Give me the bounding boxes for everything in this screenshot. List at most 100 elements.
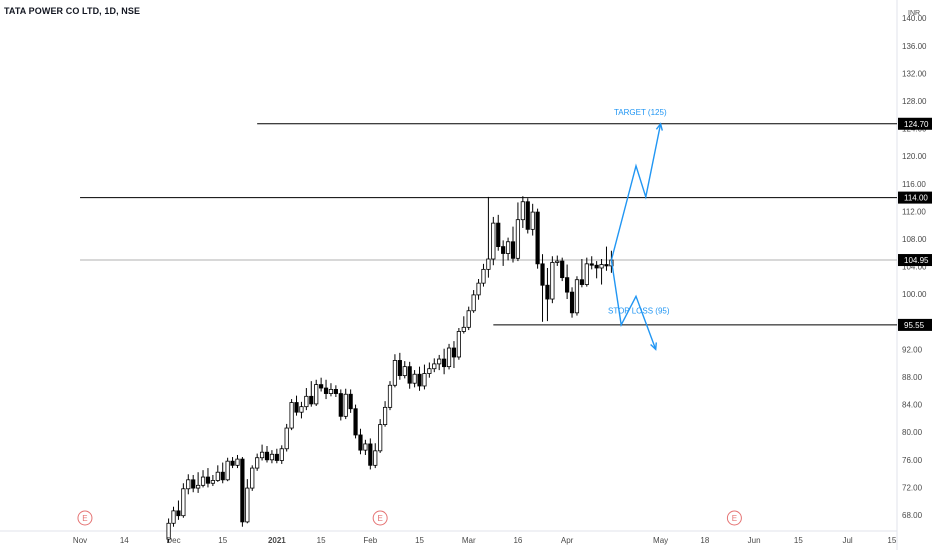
candle bbox=[269, 450, 275, 464]
candle-body bbox=[402, 366, 407, 377]
candle bbox=[225, 457, 230, 482]
candle-body bbox=[309, 395, 314, 405]
candle bbox=[171, 506, 176, 527]
candle bbox=[461, 316, 466, 334]
candle-body bbox=[456, 331, 461, 358]
candle bbox=[515, 202, 521, 262]
candle-body bbox=[446, 347, 452, 368]
price-level-tag bbox=[898, 254, 932, 267]
candle bbox=[215, 465, 220, 482]
candle-body bbox=[412, 373, 417, 384]
earnings-marker[interactable]: E bbox=[726, 510, 742, 526]
candle bbox=[378, 419, 383, 453]
price-tick-label: 68.00 bbox=[902, 511, 923, 520]
candle bbox=[205, 468, 211, 488]
candle bbox=[397, 352, 402, 380]
candle-body bbox=[230, 460, 235, 466]
candle-body bbox=[579, 279, 584, 285]
candle bbox=[235, 454, 240, 469]
candle bbox=[323, 379, 329, 400]
candle bbox=[373, 443, 378, 469]
candle-body bbox=[491, 222, 496, 260]
price-tick-label: 76.00 bbox=[902, 456, 923, 465]
candle-body bbox=[205, 476, 211, 484]
candle bbox=[417, 366, 422, 391]
candle-body bbox=[501, 246, 506, 254]
candle-body bbox=[319, 384, 324, 389]
earnings-circle bbox=[77, 510, 93, 526]
time-tick-label: Nov bbox=[73, 536, 87, 545]
candle-body bbox=[486, 258, 491, 270]
candle bbox=[220, 462, 225, 484]
candle bbox=[599, 259, 604, 285]
price-tick-label: 108.00 bbox=[902, 235, 927, 244]
candle-body bbox=[476, 282, 481, 296]
candle-body bbox=[304, 395, 309, 408]
price-level-tag bbox=[898, 191, 932, 204]
candle bbox=[348, 389, 353, 413]
time-tick-label: 15 bbox=[317, 536, 326, 545]
candle-body bbox=[599, 264, 604, 269]
candle-body bbox=[560, 260, 565, 279]
projection-path bbox=[610, 123, 662, 261]
candle-body bbox=[348, 393, 353, 410]
candle bbox=[289, 399, 294, 431]
candle bbox=[210, 474, 215, 487]
candle bbox=[196, 472, 201, 493]
candle-body bbox=[442, 358, 447, 368]
candle bbox=[264, 446, 270, 463]
candle bbox=[363, 439, 368, 455]
candle bbox=[338, 389, 343, 421]
target-annotation: TARGET (125) bbox=[614, 108, 667, 117]
chart-title: TATA POWER CO LTD, 1D, NSE bbox=[4, 6, 141, 16]
candle bbox=[284, 423, 289, 452]
candle bbox=[402, 361, 407, 379]
candle bbox=[574, 276, 580, 316]
time-tick-label: Mar bbox=[462, 536, 476, 545]
time-tick-label: Feb bbox=[363, 536, 377, 545]
candle bbox=[456, 328, 461, 360]
time-tick-label: Jun bbox=[748, 536, 761, 545]
candle-body bbox=[604, 264, 609, 267]
candle bbox=[407, 361, 412, 389]
candle-body bbox=[333, 389, 338, 394]
candle-body bbox=[387, 384, 393, 408]
earnings-marker[interactable]: E bbox=[77, 510, 93, 526]
candle bbox=[491, 216, 496, 266]
candle-body bbox=[166, 522, 171, 540]
candle bbox=[555, 255, 560, 266]
candle-body bbox=[323, 387, 329, 394]
price-tick-label: 104.00 bbox=[902, 263, 927, 272]
candle-body bbox=[555, 260, 560, 263]
candle-body bbox=[451, 347, 457, 358]
candle bbox=[245, 479, 250, 524]
candle bbox=[255, 453, 260, 471]
candle bbox=[594, 261, 599, 279]
candle bbox=[584, 257, 589, 287]
earnings-marker[interactable]: E bbox=[372, 510, 388, 526]
candle bbox=[392, 354, 398, 388]
candle bbox=[525, 198, 530, 234]
candle bbox=[432, 358, 437, 373]
candle bbox=[589, 256, 594, 270]
candle-body bbox=[200, 476, 206, 486]
time-tick-label: Jul bbox=[842, 536, 852, 545]
candle bbox=[560, 257, 565, 282]
candle-body bbox=[368, 443, 373, 466]
candle-body bbox=[250, 467, 255, 489]
price-level-tag-label: 124.70 bbox=[904, 120, 929, 129]
candle bbox=[343, 388, 348, 420]
candle-body bbox=[353, 408, 358, 436]
earnings-label: E bbox=[732, 514, 737, 523]
projection-arrowhead bbox=[650, 342, 657, 351]
candle bbox=[259, 444, 265, 461]
candle-body bbox=[437, 358, 442, 365]
candle-body bbox=[294, 402, 299, 413]
candle-body bbox=[210, 480, 215, 484]
candle-body bbox=[530, 211, 535, 230]
earnings-circle bbox=[372, 510, 388, 526]
candle bbox=[181, 483, 186, 518]
candle bbox=[496, 214, 501, 251]
price-tick-label: 88.00 bbox=[902, 373, 923, 382]
